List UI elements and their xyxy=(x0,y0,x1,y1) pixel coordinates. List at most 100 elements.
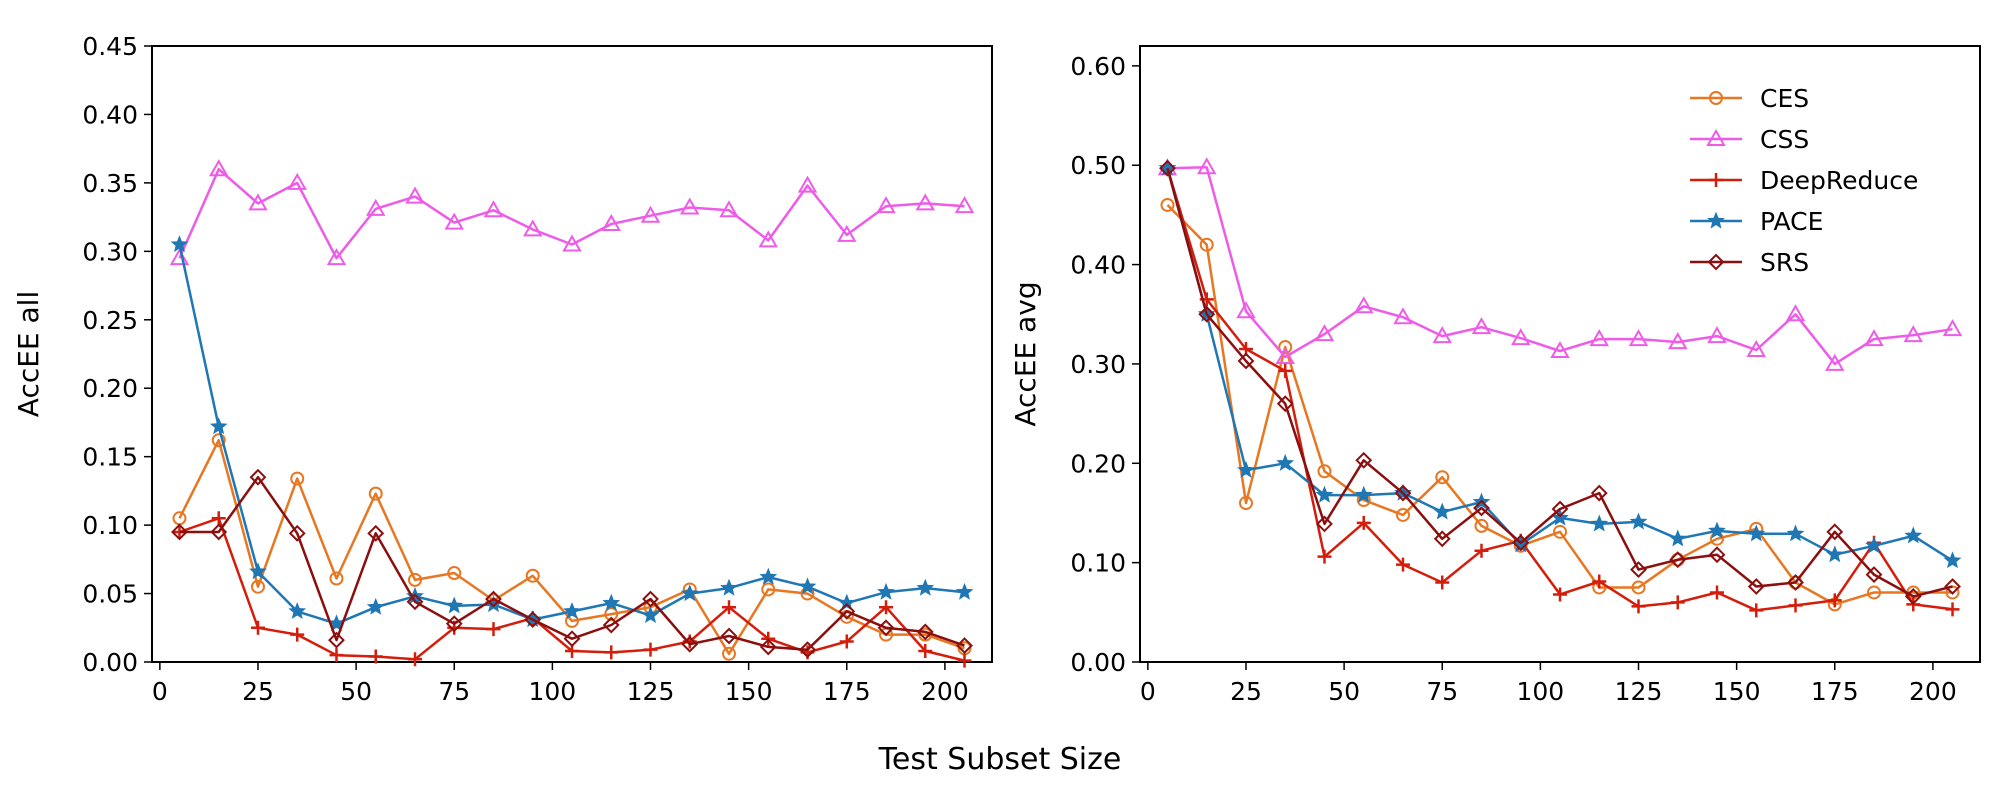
data-point-srs xyxy=(1865,566,1883,583)
data-point-css xyxy=(640,205,661,223)
data-point-css xyxy=(444,212,464,230)
data-point-ces xyxy=(290,471,305,486)
x-tick-label: 175 xyxy=(823,677,871,706)
data-point-srs xyxy=(1473,499,1490,517)
legend: CES CSS DeepReduce PACE SRS xyxy=(1690,84,1918,277)
data-point-pace xyxy=(445,596,464,614)
data-point-ces xyxy=(1553,524,1567,539)
data-point-css xyxy=(562,234,582,252)
series-line-pace xyxy=(178,244,965,625)
data-point-css xyxy=(1197,157,1217,175)
data-point-css xyxy=(837,224,857,242)
x-tick-label: 25 xyxy=(1230,677,1262,706)
data-point-pace xyxy=(1747,524,1766,542)
left-chart-panel: 0 25 50 75 100 125 150 175 200 0.00 0.05 0.10 0.15 0.… xyxy=(12,32,993,706)
data-point-deepreduce xyxy=(722,600,737,615)
data-point-pace xyxy=(916,578,935,596)
data-point-css xyxy=(1589,329,1609,347)
data-point-deepreduce xyxy=(1317,549,1332,564)
data-point-ces xyxy=(1160,197,1175,212)
x-tick-label: 125 xyxy=(1615,677,1663,706)
data-point-ces xyxy=(1945,585,1960,600)
data-point-deepreduce xyxy=(250,620,265,635)
data-point-pace xyxy=(1943,551,1962,569)
data-point-pace xyxy=(1237,460,1255,478)
data-point-css xyxy=(1432,326,1452,344)
right-chart-panel: 0 25 50 75 100 125 150 175 200 0.00 0.10 0.20 0.30 0.… xyxy=(1009,45,1981,706)
data-point-pace xyxy=(1786,524,1805,542)
data-point-pace xyxy=(720,578,738,596)
y-tick-label: 0.10 xyxy=(1070,549,1126,578)
data-point-srs xyxy=(1708,546,1726,564)
data-point-css xyxy=(954,196,975,214)
data-point-css xyxy=(1864,329,1884,347)
data-point-pace xyxy=(1276,453,1295,471)
data-point-srs xyxy=(916,623,934,641)
data-point-deepreduce xyxy=(1749,603,1764,618)
data-point-srs xyxy=(1551,500,1569,518)
data-point-css xyxy=(1550,341,1570,359)
data-point-srs xyxy=(1630,561,1647,579)
data-point-ces xyxy=(1395,507,1410,522)
data-point-srs xyxy=(1512,534,1530,552)
data-point-srs xyxy=(328,631,345,649)
data-point-srs xyxy=(367,524,385,542)
data-point-ces xyxy=(1474,518,1489,533)
data-point-ces xyxy=(604,607,619,622)
data-point-deepreduce xyxy=(1788,598,1803,613)
data-point-css xyxy=(248,193,268,211)
data-point-srs xyxy=(642,590,659,608)
data-point-css xyxy=(719,200,739,218)
data-point-srs xyxy=(485,590,502,608)
data-point-srs xyxy=(720,627,738,645)
data-point-srs xyxy=(1944,578,1961,595)
y-tick-label: 0.30 xyxy=(1070,350,1126,379)
legend-label-pace: PACE xyxy=(1760,207,1823,236)
data-point-deepreduce xyxy=(839,634,854,649)
data-point-srs xyxy=(1433,530,1451,548)
data-point-ces xyxy=(1199,237,1214,252)
y-tick-label: 0.30 xyxy=(82,237,138,266)
data-point-srs xyxy=(1237,352,1255,370)
data-point-css xyxy=(1668,332,1688,350)
data-point-pace xyxy=(602,593,621,611)
x-tick-label: 25 xyxy=(242,677,274,706)
series-line-srs xyxy=(179,475,965,651)
data-point-srs xyxy=(956,637,973,654)
data-point-deepreduce xyxy=(1827,593,1842,608)
data-point-css xyxy=(405,186,425,204)
data-point-css xyxy=(1785,304,1806,322)
data-point-deepreduce xyxy=(486,622,501,637)
data-point-pace xyxy=(798,577,817,595)
data-point-deepreduce xyxy=(918,644,933,659)
data-point-css xyxy=(483,200,504,218)
data-point-deepreduce xyxy=(643,642,658,657)
data-point-srs xyxy=(838,602,856,620)
data-point-pace xyxy=(955,582,974,600)
plot-frame xyxy=(1139,45,1981,663)
x-tick-label: 125 xyxy=(627,677,675,706)
y-tick-label: 0.15 xyxy=(82,443,138,472)
data-point-deepreduce xyxy=(1395,557,1410,572)
data-point-ces xyxy=(525,568,540,583)
legend-marker-ces xyxy=(1709,91,1723,105)
data-point-deepreduce xyxy=(1553,587,1567,602)
y-tick-label: 0.25 xyxy=(82,306,138,335)
data-point-deepreduce xyxy=(211,511,226,526)
data-point-srs xyxy=(1904,588,1922,605)
data-point-css xyxy=(1275,346,1295,364)
plot-frame xyxy=(151,45,993,663)
data-point-srs xyxy=(602,616,620,634)
data-point-css xyxy=(1942,319,1963,337)
data-point-css xyxy=(287,172,307,190)
data-point-deepreduce xyxy=(329,648,344,663)
legend-label-css: CSS xyxy=(1760,125,1809,154)
data-point-ces xyxy=(1317,464,1332,479)
data-point-srs xyxy=(1276,395,1294,413)
data-point-deepreduce xyxy=(1670,595,1685,610)
data-point-pace xyxy=(249,562,267,580)
data-point-srs xyxy=(288,524,306,542)
data-point-srs xyxy=(563,630,581,648)
data-point-srs xyxy=(1316,515,1333,533)
